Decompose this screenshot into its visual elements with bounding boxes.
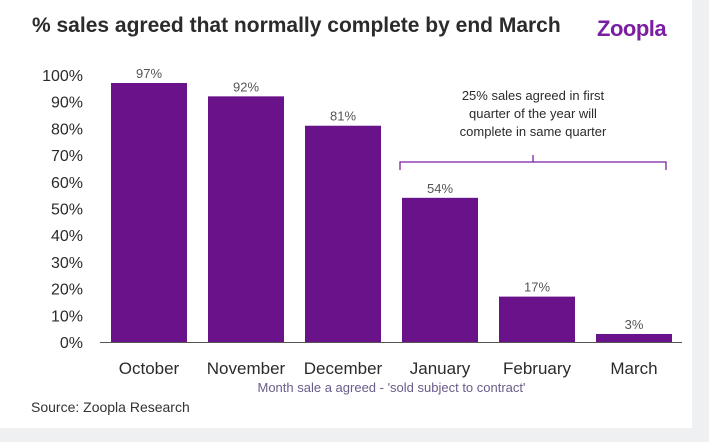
bar-march [596,333,672,342]
bar-chart: 0% 10% 20% 30% 40% 50% 60% 70% 80% 90% 100% 97% 92%… [42,66,682,395]
data-label: 92% [233,79,259,94]
annotation-line: quarter of the year will [469,106,597,121]
x-tick-label: January [410,359,471,378]
bars [111,83,672,342]
data-label: 97% [136,66,162,81]
annotation-line: 25% sales agreed in first [462,88,605,103]
annotation-bracket [399,155,667,170]
bar-november [208,96,284,342]
zoopla-logo: Zoopla [597,16,667,41]
chart-title: % sales agreed that normally complete by… [32,14,561,37]
y-tick-label: 70% [51,148,83,165]
bar-february [499,296,575,342]
chart-card: % sales agreed that normally complete by… [0,0,692,428]
data-label: 54% [427,181,453,196]
y-tick-label: 0% [60,335,83,352]
y-tick-label: 40% [51,228,83,245]
y-tick-label: 10% [51,308,83,325]
annotation-text: 25% sales agreed in first quarter of the … [460,88,607,139]
x-tick-label: March [610,359,657,378]
data-label: 3% [625,317,644,332]
x-axis-label: Month sale a agreed - 'sold subject to c… [258,380,526,395]
x-tick-label: December [304,359,383,378]
y-tick-label: 80% [51,121,83,138]
x-tick-label: February [503,359,572,378]
y-tick-label: 50% [51,202,83,219]
data-labels: 97% 92% 81% 54% 17% 3% [136,66,644,332]
bar-december [305,125,381,342]
y-tick-label: 100% [42,68,83,85]
data-label: 81% [330,109,356,124]
bar-january [402,197,478,342]
x-tick-label: November [207,359,286,378]
y-tick-label: 20% [51,282,83,299]
x-axis-ticks: October November December January February Ma… [119,359,658,378]
y-tick-label: 90% [51,95,83,112]
y-axis-ticks: 0% 10% 20% 30% 40% 50% 60% 70% 80% 90% 100% [42,68,83,352]
annotation-line: complete in same quarter [460,124,607,139]
y-tick-label: 30% [51,255,83,272]
y-tick-label: 60% [51,175,83,192]
x-tick-label: October [119,359,180,378]
data-label: 17% [524,280,550,295]
bar-october [111,83,187,342]
source-note: Source: Zoopla Research [31,399,190,415]
